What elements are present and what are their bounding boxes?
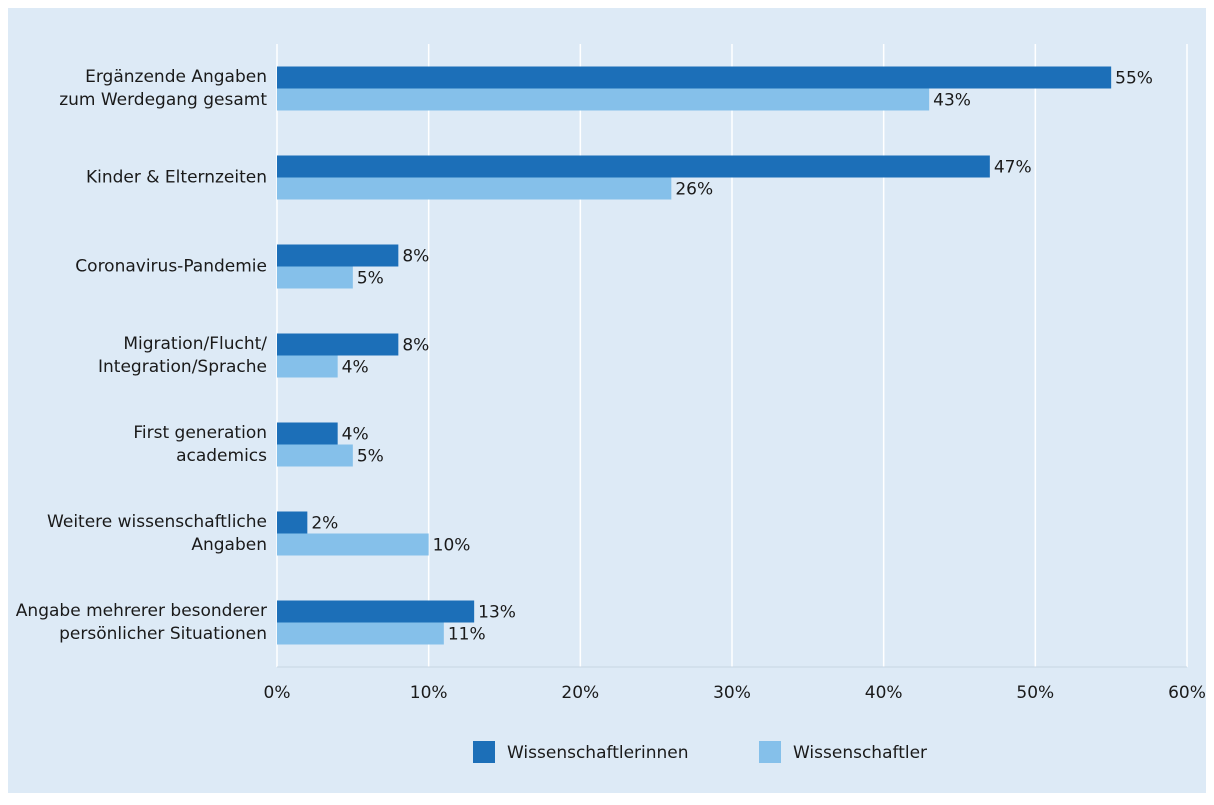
legend-swatch: [759, 741, 781, 763]
bar: [277, 88, 930, 111]
value-label: 8%: [402, 247, 429, 267]
bar: [277, 622, 444, 645]
bar: [277, 177, 672, 200]
x-tick-label: 50%: [1016, 683, 1054, 703]
value-label: 47%: [994, 158, 1032, 178]
value-label: 55%: [1115, 69, 1153, 89]
x-tick-label: 20%: [561, 683, 599, 703]
x-tick-label: 30%: [713, 683, 751, 703]
bar: [277, 66, 1112, 89]
y-tick-label: Kinder & Elternzeiten: [86, 168, 267, 188]
y-tick-label: Angabe mehrerer besonderer persönlicher S…: [16, 601, 267, 644]
bar: [277, 333, 399, 356]
x-tick-label: 60%: [1168, 683, 1206, 703]
bar: [277, 444, 353, 467]
bar: [277, 244, 399, 267]
bar: [277, 533, 429, 556]
background: [8, 8, 1206, 793]
value-label: 43%: [933, 91, 971, 111]
bar: [277, 266, 353, 289]
value-label: 8%: [402, 336, 429, 356]
y-tick-label: Ergänzende Angaben zum Werdegang gesamt: [59, 67, 267, 110]
x-tick-label: 10%: [410, 683, 448, 703]
y-tick-label: Weitere wissenschaftliche Angaben: [47, 512, 267, 555]
legend-swatch: [473, 741, 495, 763]
y-tick-label: First generation academics: [133, 423, 267, 466]
value-label: 4%: [342, 425, 369, 445]
bar: [277, 155, 990, 178]
value-label: 13%: [478, 603, 516, 623]
bar: [277, 422, 338, 445]
value-label: 2%: [311, 514, 338, 534]
x-tick-label: 40%: [865, 683, 903, 703]
value-label: 26%: [675, 180, 713, 200]
value-label: 10%: [433, 536, 471, 556]
x-tick-label: 0%: [264, 683, 291, 703]
value-label: 4%: [342, 358, 369, 378]
legend-label: Wissenschaftler: [793, 743, 927, 763]
legend-label: Wissenschaftlerinnen: [507, 743, 689, 763]
value-label: 11%: [448, 625, 486, 645]
bar: [277, 355, 338, 378]
bar: [277, 600, 475, 623]
value-label: 5%: [357, 269, 384, 289]
y-tick-label: Migration/Flucht/Integration/Sprache: [98, 334, 267, 377]
value-label: 5%: [357, 447, 384, 467]
y-tick-label: Coronavirus-Pandemie: [75, 257, 267, 277]
bar: [277, 511, 308, 534]
